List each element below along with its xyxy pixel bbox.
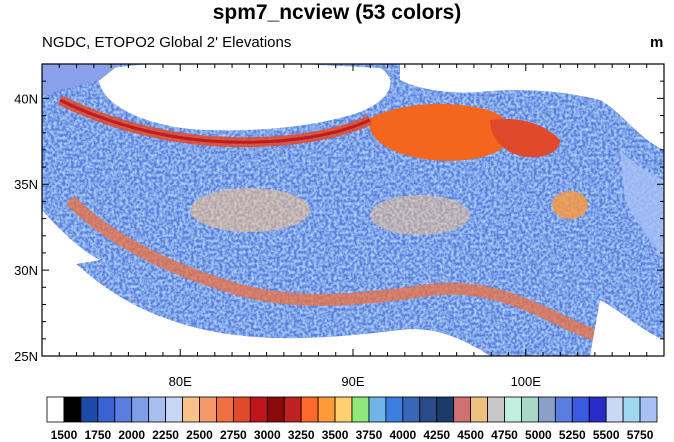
- colorbar-label: 4000: [389, 428, 416, 442]
- colorbar-swatch: [334, 396, 353, 423]
- colorbar-swatch: [266, 396, 285, 423]
- colorbar-label: 4750: [491, 428, 518, 442]
- himalaya-rim: [65, 195, 664, 356]
- lon-tick-label: 100E: [511, 374, 542, 389]
- colorbar-swatch: [487, 396, 505, 423]
- colorbar-swatch: [131, 396, 150, 423]
- colorbar-label: 2750: [220, 428, 247, 442]
- southwest-lowland: [42, 210, 100, 270]
- colorbar-label: 2250: [152, 428, 179, 442]
- qaidam-basin: [369, 103, 511, 161]
- colorbar-label: 4250: [423, 428, 450, 442]
- lon-tick-label: 80E: [169, 374, 192, 389]
- lat-tick-label: 30N: [14, 263, 38, 278]
- southern-lowland: [42, 230, 490, 356]
- figure-title: spm7_ncview (53 colors): [212, 1, 462, 24]
- elevation-field: [42, 64, 664, 356]
- longitude-ticks: 80E 90E 100E: [41, 64, 665, 389]
- colorbar-swatch: [97, 396, 116, 423]
- figure-subtitle: NGDC, ETOPO2 Global 2' Elevations: [42, 34, 292, 51]
- colorbar-swatch: [588, 396, 607, 423]
- colorbar-label: 1500: [51, 428, 78, 442]
- colorbar-swatch: [165, 396, 183, 423]
- colorbar-swatch: [605, 396, 624, 423]
- colorbar-swatch: [470, 396, 488, 423]
- northern-lowland: [400, 64, 664, 150]
- colorbar-swatch: [80, 396, 99, 423]
- eastern-basin: [490, 118, 560, 158]
- plateau-patch: [552, 191, 588, 219]
- colorbar-swatch: [249, 396, 268, 423]
- colorbar-swatch: [571, 396, 590, 423]
- colorbar-swatch: [419, 396, 438, 423]
- kunlun-rim-inner: [59, 98, 371, 144]
- colorbar-swatch: [639, 396, 658, 423]
- colorbar-swatch: [402, 396, 421, 423]
- colorbar-swatch: [300, 396, 319, 423]
- colorbar-swatch: [46, 396, 65, 423]
- colorbar-label: 4500: [457, 428, 484, 442]
- colorbar-label: 3250: [288, 428, 315, 442]
- colorbar-swatch: [368, 396, 387, 423]
- colorbar-swatch: [232, 396, 251, 423]
- colorbar-label: 1750: [84, 428, 111, 442]
- colorbar-swatch: [182, 396, 200, 423]
- colorbar-swatch: [537, 396, 556, 423]
- colorbar-swatch: [148, 396, 167, 423]
- colorbar-label: 2000: [118, 428, 145, 442]
- lon-tick-label: 90E: [341, 374, 364, 389]
- colorbar-label: 5250: [559, 428, 586, 442]
- colorbar-swatch: [622, 396, 641, 423]
- eastern-slope: [620, 150, 664, 260]
- colorbar-label: 3750: [356, 428, 383, 442]
- southeast-lowland: [590, 300, 664, 356]
- plateau-patch: [370, 195, 470, 235]
- plateau-patch: [190, 188, 310, 232]
- colorbar-swatch: [521, 396, 539, 423]
- colorbar-swatch: [453, 396, 472, 423]
- lat-tick-label: 40N: [14, 91, 38, 106]
- lat-tick-label: 25N: [14, 349, 38, 364]
- colorbar-swatch: [504, 396, 522, 423]
- colorbar-label: 2500: [186, 428, 213, 442]
- colorbar-swatch: [199, 396, 217, 423]
- unit-label: m: [650, 34, 664, 51]
- colorbar-swatch: [385, 396, 404, 423]
- colorbar-label: 5500: [593, 428, 620, 442]
- colorbar-swatch: [283, 396, 302, 423]
- northwest-border: [42, 64, 120, 96]
- colorbar-swatch: [114, 396, 133, 423]
- colorbar-label: 3500: [322, 428, 349, 442]
- colorbar-swatch: [216, 396, 234, 423]
- colorbar: 1500 1750 2000 2250 2500 2750 3000 3250 3500 3750…: [46, 396, 658, 442]
- colorbar-label: 3000: [254, 428, 281, 442]
- colorbar-swatch: [317, 396, 336, 423]
- colorbar-label: 5000: [525, 428, 552, 442]
- colorbar-swatch: [436, 396, 455, 423]
- lat-tick-label: 35N: [14, 177, 38, 192]
- tarim-basin: [98, 64, 391, 131]
- colorbar-swatch: [63, 396, 82, 423]
- colorbar-label: 5750: [627, 428, 654, 442]
- colorbar-swatch: [351, 396, 370, 423]
- latitude-ticks: 25N 30N 35N 40N: [14, 63, 664, 364]
- colorbar-swatch: [554, 396, 573, 423]
